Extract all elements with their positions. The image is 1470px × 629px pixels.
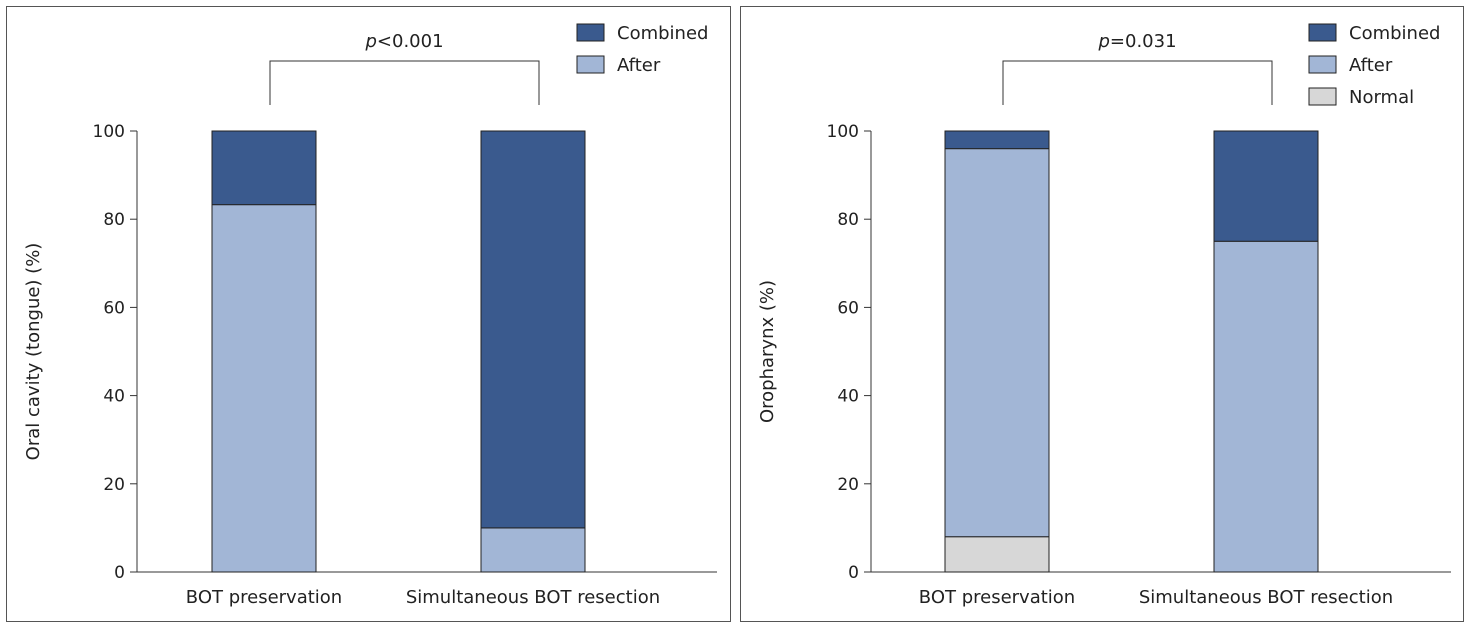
p-value-text: =0.031 xyxy=(1110,31,1177,52)
x-tick-label-bot-preservation: BOT preservation xyxy=(919,587,1075,608)
y-tick-label-0: 0 xyxy=(848,563,859,583)
oropharynx-chart: 0 20 40 60 80 100 Oropharynx (%) BOT preservati… xyxy=(757,23,1451,608)
significance-bracket xyxy=(1002,60,1273,105)
x-tick-label-simultaneous-bot-resection: Simultaneous BOT resection xyxy=(406,587,660,608)
legend-swatch-combined xyxy=(1308,23,1337,42)
legend-swatch-normal xyxy=(1308,87,1337,106)
legend-swatch-combined xyxy=(576,23,605,42)
bar-simultaneous-bot-resection-after xyxy=(1213,240,1319,573)
y-tick-label-80: 80 xyxy=(103,210,125,230)
y-tick-label-20: 20 xyxy=(837,475,859,495)
y-tick-label-20: 20 xyxy=(103,475,125,495)
y-tick-label-80: 80 xyxy=(837,210,859,230)
legend-label-combined: Combined xyxy=(1349,23,1440,44)
legend-label-normal: Normal xyxy=(1349,87,1414,108)
bar-bot-preservation-combined xyxy=(211,130,317,206)
x-tick-label-simultaneous-bot-resection: Simultaneous BOT resection xyxy=(1139,587,1393,608)
bar-bot-preservation-normal xyxy=(944,536,1050,573)
y-tick-label-60: 60 xyxy=(103,298,125,318)
oral-cavity-chart: 0 20 40 60 80 100 Oral cavity (tongue) (%) BOT … xyxy=(23,23,717,608)
significance-bracket xyxy=(269,60,540,105)
y-axis-label: Oropharynx (%) xyxy=(757,280,778,423)
legend-label-combined: Combined xyxy=(617,23,708,44)
bar-bot-preservation-after xyxy=(944,148,1050,538)
y-tick-label-40: 40 xyxy=(837,387,859,407)
bar-simultaneous-bot-resection-combined xyxy=(480,130,586,529)
y-tick-label-40: 40 xyxy=(103,387,125,407)
y-tick-label-60: 60 xyxy=(837,298,859,318)
legend-swatch-after xyxy=(1308,55,1337,74)
bar-simultaneous-bot-resection-after xyxy=(480,527,586,573)
p-value-symbol: p xyxy=(1097,31,1109,52)
p-value-text: <0.001 xyxy=(377,31,444,52)
chart-panel-oral-cavity: 0 20 40 60 80 100 Oral cavity (tongue) (%) BOT … xyxy=(6,6,731,622)
bar-bot-preservation-after xyxy=(211,204,317,573)
bar-simultaneous-bot-resection-combined xyxy=(1213,130,1319,242)
chart-panel-oropharynx: 0 20 40 60 80 100 Oropharynx (%) BOT preservati… xyxy=(740,6,1464,622)
y-axis-label: Oral cavity (tongue) (%) xyxy=(23,243,44,461)
legend-label-after: After xyxy=(1349,55,1393,76)
y-tick-label-100: 100 xyxy=(93,122,125,142)
x-tick-label-bot-preservation: BOT preservation xyxy=(186,587,342,608)
p-value-annotation: p=0.031 xyxy=(1097,31,1176,52)
p-value-symbol: p xyxy=(364,31,376,52)
bar-bot-preservation-combined xyxy=(944,130,1050,150)
y-tick-label-100: 100 xyxy=(827,122,859,142)
p-value-annotation: p<0.001 xyxy=(364,31,443,52)
y-tick-label-0: 0 xyxy=(114,563,125,583)
legend-swatch-after xyxy=(576,55,605,74)
legend-label-after: After xyxy=(617,55,661,76)
